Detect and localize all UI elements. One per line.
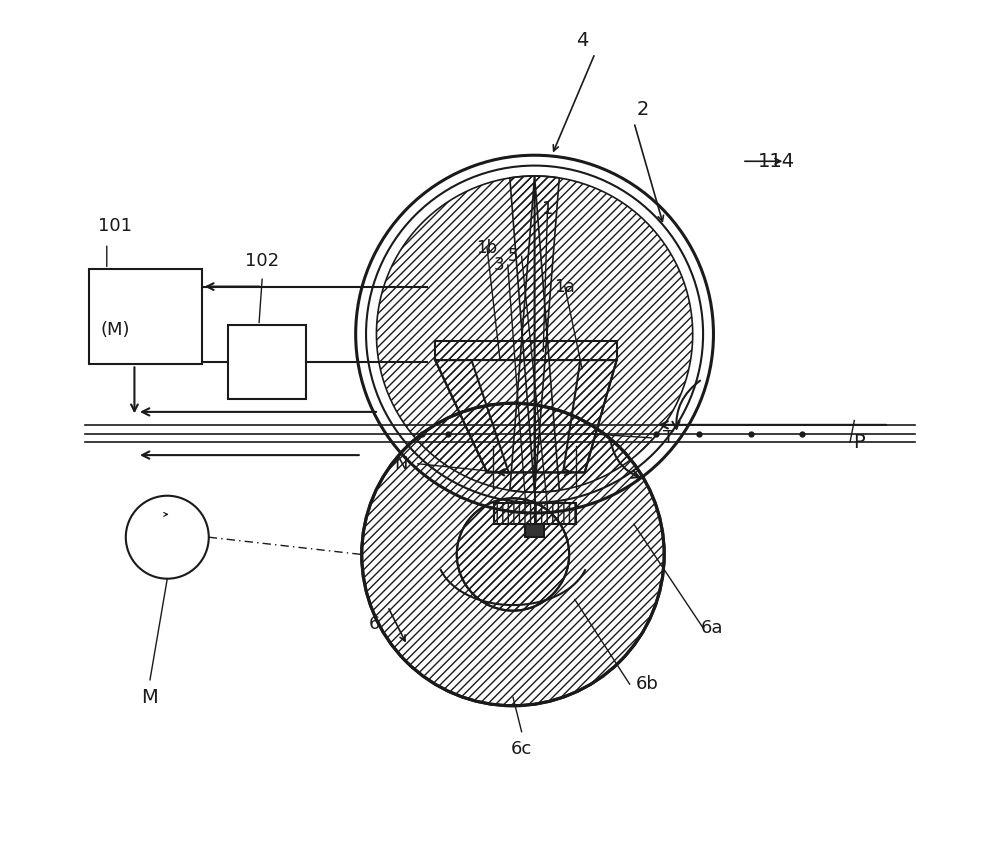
Text: 3: 3: [494, 256, 504, 274]
Text: 6b: 6b: [635, 675, 658, 693]
Text: 1: 1: [542, 199, 553, 218]
Text: 4: 4: [576, 31, 588, 49]
Text: M: M: [142, 688, 158, 707]
Text: 6: 6: [369, 615, 380, 633]
Text: P: P: [853, 433, 864, 452]
Text: 5: 5: [508, 247, 518, 265]
Text: 6a: 6a: [700, 619, 723, 637]
Bar: [525, 525, 544, 538]
Text: 6c: 6c: [511, 740, 532, 758]
Bar: [228, 325, 306, 399]
Text: 1b: 1b: [476, 238, 498, 257]
Text: T: T: [663, 429, 674, 447]
Text: 114: 114: [758, 152, 795, 171]
Text: (M): (M): [101, 321, 130, 339]
Text: 102: 102: [245, 251, 279, 270]
Text: N: N: [394, 455, 407, 473]
Bar: [89, 270, 202, 364]
Text: 101: 101: [98, 217, 132, 235]
Text: 2: 2: [636, 100, 649, 119]
Text: 1a: 1a: [554, 277, 575, 296]
